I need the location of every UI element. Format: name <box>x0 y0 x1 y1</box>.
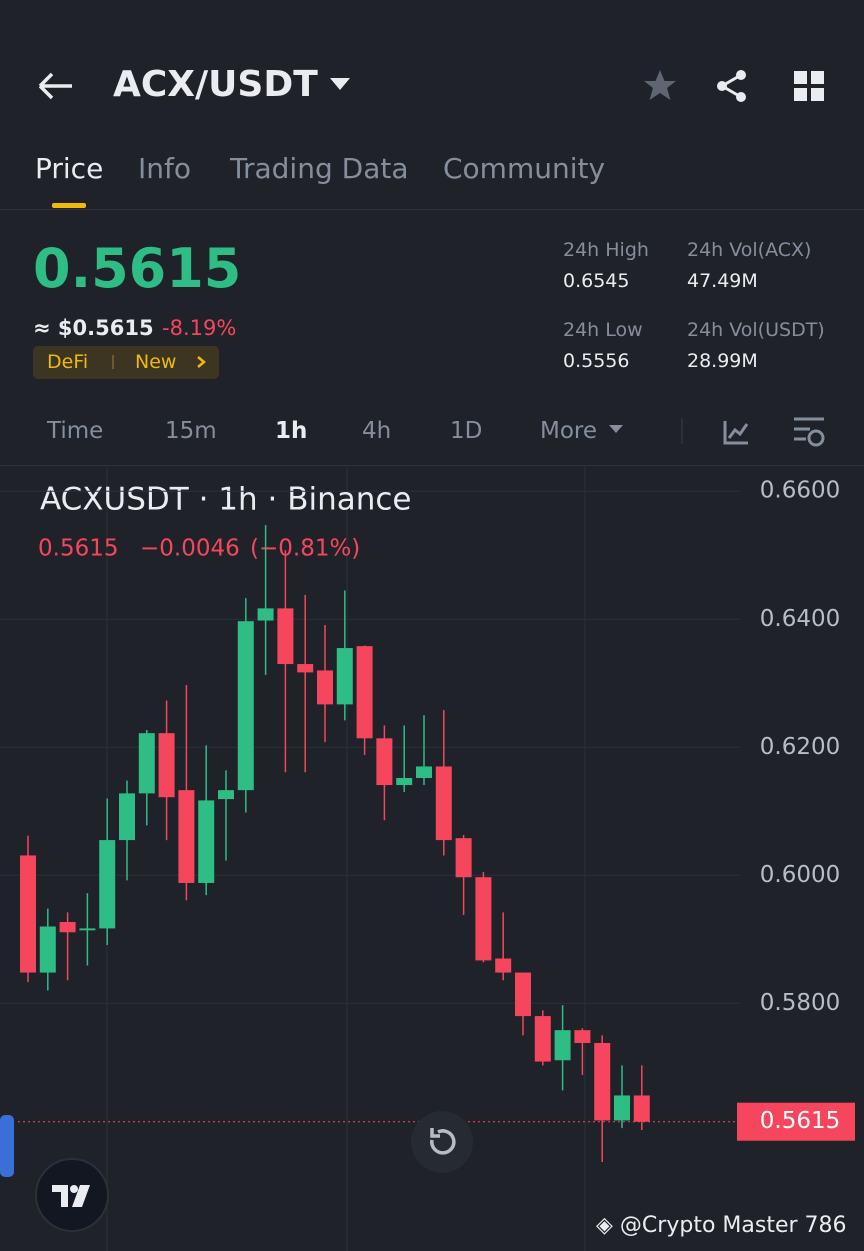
watermark-text: @Crypto Master 786 <box>619 1213 847 1238</box>
y-tick-label: 0.6000 <box>760 862 840 888</box>
reset-button[interactable] <box>410 1110 474 1174</box>
y-tick-label: 0.6600 <box>760 478 840 504</box>
stat-value: 0.5556 <box>563 350 630 372</box>
favorite[interactable] <box>642 68 678 104</box>
tab[interactable]: Info <box>138 152 191 185</box>
candle-body <box>356 646 373 739</box>
candle-body <box>158 733 175 798</box>
candle-body <box>20 855 36 973</box>
price-change: -8.19% <box>162 316 237 340</box>
tag-pill[interactable] <box>33 346 219 379</box>
candle-body <box>99 840 116 929</box>
candle-body <box>237 621 254 791</box>
candle-body <box>39 926 56 973</box>
candle-body <box>475 877 492 961</box>
interval[interactable]: Time <box>47 418 104 444</box>
candle-body <box>198 800 215 883</box>
last-price-tag <box>737 1102 855 1141</box>
stat-value: 0.6545 <box>563 270 630 292</box>
tag-separator <box>112 355 114 369</box>
interval[interactable]: 1h <box>275 418 308 444</box>
last-price: 0.5615 <box>33 237 242 300</box>
legend-change-pct: (−0.81%) <box>250 536 360 562</box>
candle-body <box>336 648 353 705</box>
tab-indicator <box>52 203 86 208</box>
tab[interactable]: Trading Data <box>230 152 409 185</box>
candle-body <box>455 838 472 878</box>
candle-body <box>178 790 195 883</box>
candle-body <box>119 793 135 841</box>
legend-close: 0.5615 <box>38 536 118 562</box>
chart-title: ACXUSDT · 1h · Binance <box>40 482 412 518</box>
fiat-price: ≈ $0.5615 <box>33 316 154 340</box>
legend-change: −0.0046 <box>140 536 240 562</box>
y-tick-label: 0.6400 <box>760 606 840 632</box>
tab[interactable]: Community <box>443 152 606 185</box>
side-handle[interactable] <box>0 1115 14 1177</box>
divider <box>681 418 683 444</box>
y-tick-label: 0.6200 <box>760 734 840 760</box>
back-button[interactable] <box>36 70 76 102</box>
candle-body <box>138 733 155 794</box>
interval[interactable]: 4h <box>362 418 392 444</box>
candle-body <box>554 1030 571 1061</box>
chart: ACXUSDT · 1h · Binance 0.5615 −0.0046 (−… <box>0 465 855 1251</box>
divider <box>0 465 864 466</box>
candle-body <box>218 790 234 800</box>
last-price-label: 0.5615 <box>760 1108 840 1134</box>
candle-body <box>257 608 274 621</box>
menu-grid[interactable] <box>793 70 825 102</box>
candle-body <box>317 670 333 705</box>
interval[interactable]: More <box>540 418 598 444</box>
interval[interactable]: 1D <box>450 418 483 444</box>
tag-arrow <box>197 356 206 368</box>
interval[interactable]: 15m <box>165 418 217 444</box>
candle-body <box>534 1016 551 1062</box>
stat-value: 47.49M <box>687 270 758 292</box>
stat-label: 24h Vol(USDT) <box>687 319 825 341</box>
settings-button[interactable] <box>792 416 826 448</box>
more-caret <box>609 425 623 433</box>
stat-label: 24h High <box>563 239 649 261</box>
candle-body <box>515 972 531 1017</box>
candle-body <box>297 664 314 673</box>
candle-body <box>59 922 76 933</box>
candle-body <box>574 1030 591 1043</box>
stat-value: 28.99M <box>687 350 758 372</box>
candle-body <box>594 1042 611 1121</box>
pair-caret[interactable] <box>330 78 350 92</box>
divider <box>0 209 864 210</box>
tradingview-logo[interactable] <box>34 1157 110 1233</box>
stat-label: 24h Vol(ACX) <box>687 239 812 261</box>
candle-body <box>79 928 96 931</box>
tag[interactable]: New <box>135 351 177 373</box>
candle-body <box>396 777 413 786</box>
candle-body <box>277 608 294 665</box>
y-tick-label: 0.5800 <box>760 990 840 1016</box>
pair[interactable]: ACX/USDT <box>113 64 318 105</box>
candle-body <box>633 1095 650 1122</box>
tag[interactable]: DeFi <box>47 351 89 373</box>
candle-body <box>435 766 452 841</box>
watermark: ◈ @Crypto Master 786 <box>596 1213 847 1238</box>
candle-body <box>614 1095 630 1121</box>
tab[interactable]: Price <box>35 152 104 185</box>
candle-body <box>416 766 432 778</box>
indicator-button[interactable] <box>722 418 750 446</box>
candle-body <box>495 958 512 973</box>
candle-body <box>376 738 393 786</box>
share[interactable] <box>714 68 750 104</box>
stat-label: 24h Low <box>563 319 643 341</box>
